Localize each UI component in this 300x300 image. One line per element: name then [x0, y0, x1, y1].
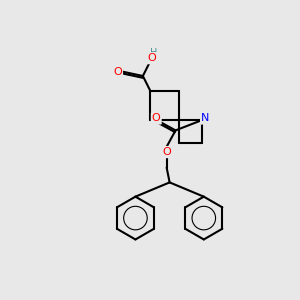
- Text: H: H: [150, 48, 157, 58]
- Text: O: O: [162, 147, 171, 157]
- Text: N: N: [201, 113, 209, 124]
- Text: O: O: [147, 53, 156, 63]
- Text: O: O: [152, 113, 161, 124]
- Text: O: O: [113, 67, 122, 76]
